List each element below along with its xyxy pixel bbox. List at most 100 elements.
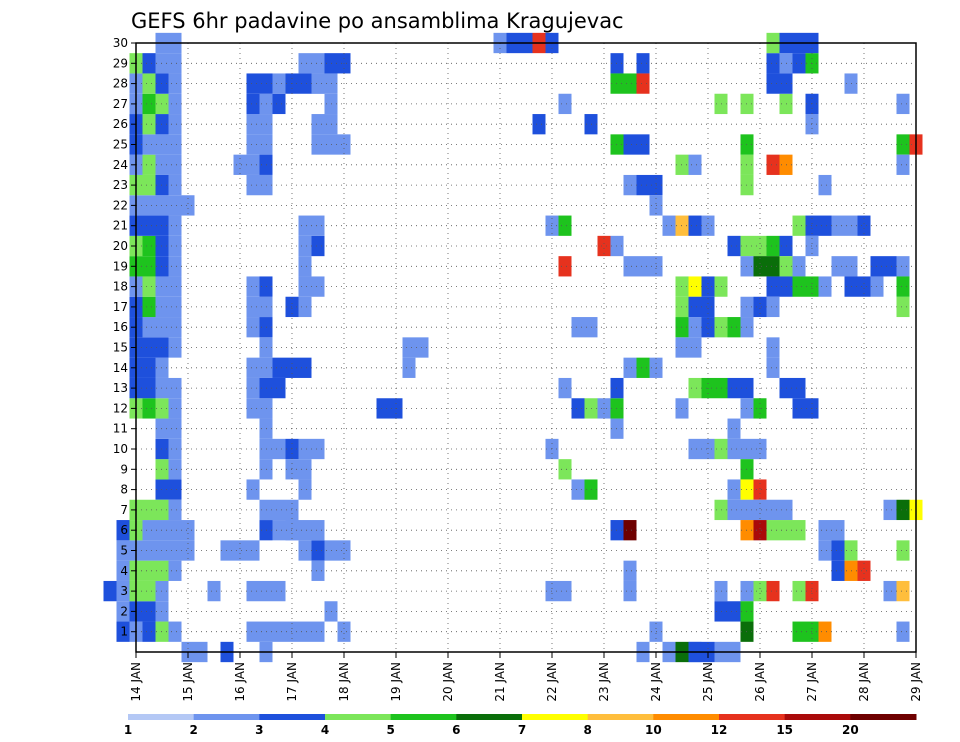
colorbar-swatch	[128, 714, 195, 720]
heatmap-cell	[688, 438, 702, 460]
heatmap-cell	[753, 256, 767, 277]
heatmap-cell	[246, 621, 260, 642]
heatmap-cell	[311, 53, 325, 74]
heatmap-cell	[883, 499, 897, 521]
heatmap-cell	[246, 317, 260, 338]
heatmap-cell	[246, 174, 260, 196]
heatmap-cell	[142, 195, 156, 216]
heatmap-cell	[688, 154, 702, 175]
heatmap-cell	[766, 154, 780, 175]
heatmap-cell	[311, 560, 325, 581]
y-tick-label: 20	[113, 239, 128, 253]
heatmap-cell	[311, 621, 325, 642]
heatmap-cell	[831, 560, 845, 581]
colorbar-label: 2	[189, 723, 197, 737]
heatmap-cell	[168, 215, 182, 236]
heatmap-cell	[818, 276, 832, 297]
x-tick-label: 15 JAN	[181, 662, 195, 702]
heatmap-cell	[558, 256, 572, 277]
heatmap-cell	[142, 296, 156, 318]
heatmap-cell	[766, 256, 780, 277]
heatmap-cell	[168, 134, 182, 155]
heatmap-cell	[896, 621, 910, 642]
colorbar-label: 12	[711, 723, 728, 737]
heatmap-cell	[168, 398, 182, 419]
heatmap-cell	[792, 276, 806, 297]
heatmap-cell	[168, 276, 182, 297]
heatmap-cell	[792, 256, 806, 277]
heatmap-cell	[623, 520, 637, 541]
heatmap-cell	[766, 235, 780, 257]
heatmap-cell	[116, 621, 130, 642]
heatmap-cell	[831, 256, 845, 277]
heatmap-cell	[857, 276, 871, 297]
heatmap-cell	[298, 296, 312, 318]
heatmap-cell	[246, 73, 260, 94]
heatmap-cell	[168, 195, 182, 216]
x-tick-label: 27 JAN	[805, 662, 819, 702]
heatmap-cell	[142, 93, 156, 115]
heatmap-cell	[298, 357, 312, 378]
y-tick-label: 9	[120, 462, 128, 476]
heatmap-cell	[142, 398, 156, 419]
heatmap-cell	[831, 215, 845, 236]
heatmap-cell	[142, 540, 156, 561]
heatmap-cell	[818, 215, 832, 236]
heatmap-cell	[623, 357, 637, 378]
heatmap-cell	[233, 154, 247, 175]
heatmap-cell	[298, 53, 312, 74]
heatmap-cell	[168, 459, 182, 480]
y-tick-label: 10	[113, 442, 128, 456]
heatmap-cell	[792, 580, 806, 602]
x-tick-label: 21 JAN	[493, 662, 507, 702]
x-tick-label: 16 JAN	[233, 662, 247, 702]
heatmap-cell	[246, 398, 260, 419]
colorbar-label: 20	[842, 723, 859, 737]
heatmap-cell	[168, 174, 182, 196]
y-tick-label: 23	[113, 178, 128, 192]
heatmap-cell	[142, 235, 156, 257]
heatmap-cell	[701, 215, 715, 236]
heatmap-cell	[246, 580, 260, 602]
heatmap-cell	[623, 256, 637, 277]
y-tick-label: 19	[113, 259, 128, 273]
heatmap-cell	[103, 580, 117, 602]
heatmap-cell	[246, 479, 260, 500]
x-tick-label: 18 JAN	[337, 662, 351, 702]
heatmap-cell	[116, 560, 130, 581]
heatmap-cell	[753, 580, 767, 602]
heatmap-cell	[792, 377, 806, 399]
colorbar-label: 8	[583, 723, 591, 737]
y-tick-label: 24	[113, 158, 128, 172]
x-tick-label: 14 JAN	[129, 662, 143, 702]
heatmap-cell	[792, 215, 806, 236]
colorbar-swatch	[193, 714, 260, 720]
heatmap-cell	[558, 93, 572, 115]
x-tick-label: 25 JAN	[701, 662, 715, 702]
heatmap-cell	[753, 479, 767, 500]
heatmap-cell	[896, 154, 910, 175]
heatmap-cell	[246, 134, 260, 155]
heatmap-cell	[168, 235, 182, 257]
heatmap-cell	[142, 154, 156, 175]
heatmap-cell	[168, 53, 182, 74]
heatmap-cell	[402, 337, 416, 358]
heatmap-cell	[116, 601, 130, 622]
heatmap-cell	[142, 580, 156, 602]
heatmap-cell	[688, 377, 702, 399]
heatmap-cell	[311, 235, 325, 257]
heatmap-cell	[337, 540, 351, 561]
heatmap-cell	[142, 560, 156, 581]
y-tick-label: 3	[120, 584, 128, 598]
heatmap-cell	[727, 377, 741, 399]
y-tick-label: 8	[120, 483, 128, 497]
heatmap-cell	[727, 317, 741, 338]
heatmap-cell	[727, 479, 741, 500]
heatmap-cell	[168, 337, 182, 358]
heatmap-cell	[246, 357, 260, 378]
heatmap-cell	[688, 276, 702, 297]
y-tick-label: 22	[113, 198, 128, 212]
heatmap-cell	[298, 520, 312, 541]
heatmap-cell	[272, 377, 286, 399]
colorbar-swatch	[390, 714, 457, 720]
